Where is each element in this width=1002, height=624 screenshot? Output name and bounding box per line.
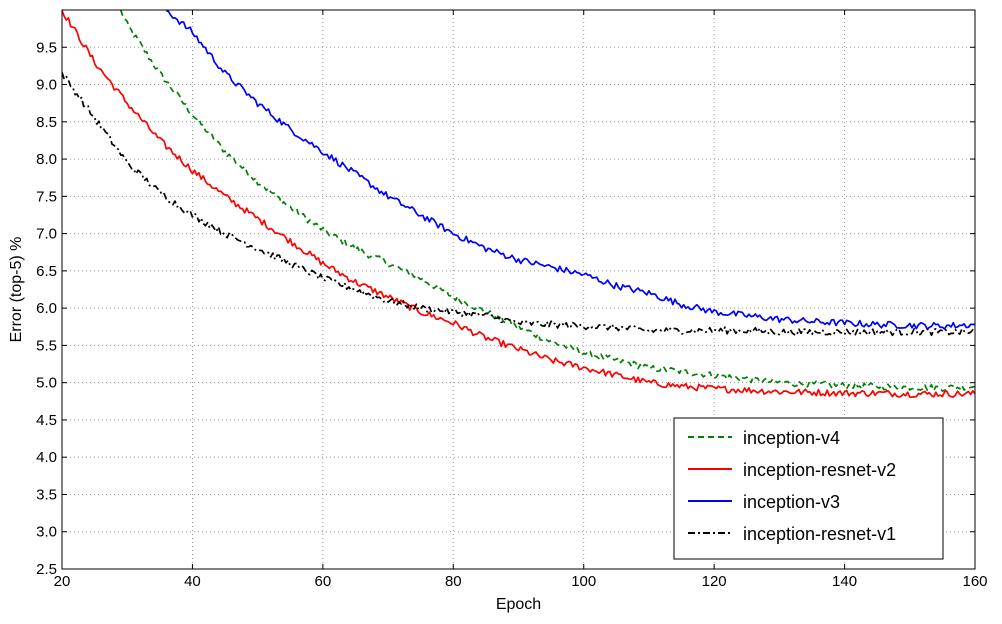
legend-label: inception-v4 — [743, 428, 840, 448]
y-tick-label: 7.0 — [36, 226, 57, 243]
series-line-inception-v4 — [119, 10, 975, 392]
x-tick-label: 40 — [184, 573, 201, 590]
legend-box — [673, 417, 944, 560]
y-tick-label: 7.5 — [36, 188, 57, 205]
x-tick-label: 80 — [445, 573, 462, 590]
y-tick-label: 3.0 — [36, 524, 57, 541]
y-tick-label: 4.0 — [36, 449, 57, 466]
series-line-inception-v3 — [166, 10, 975, 330]
axis-ticks: 20 40 60 80 100 120 140 160 2.5 3.0 3.5 4.0 4.5 5.0 5.… — [36, 10, 988, 590]
grid — [62, 10, 975, 569]
y-tick-label: 9.0 — [36, 77, 57, 94]
y-axis-label: Error (top-5) % — [8, 237, 25, 343]
y-tick-label: 9.5 — [36, 39, 57, 56]
x-tick-label: 140 — [832, 573, 857, 590]
plot-frame — [61, 9, 976, 570]
y-tick-label: 8.5 — [36, 114, 57, 131]
legend-label: inception-resnet-v2 — [743, 460, 896, 480]
x-axis-label: Epoch — [496, 596, 541, 613]
plot-lines — [62, 10, 975, 399]
y-tick-label: 2.5 — [36, 561, 57, 578]
y-tick-label: 4.5 — [36, 412, 57, 429]
x-tick-label: 160 — [962, 573, 987, 590]
y-tick-label: 5.5 — [36, 337, 57, 354]
y-tick-label: 8.0 — [36, 151, 57, 168]
legend: inception-v4 inception-resnet-v2 inception… — [673, 417, 944, 560]
legend-label: inception-v3 — [743, 492, 840, 512]
y-tick-label: 6.0 — [36, 300, 57, 317]
y-tick-label: 5.0 — [36, 375, 57, 392]
legend-label: inception-resnet-v1 — [743, 524, 896, 544]
x-tick-label: 100 — [571, 573, 596, 590]
x-tick-label: 60 — [315, 573, 332, 590]
y-tick-label: 3.5 — [36, 486, 57, 503]
x-tick-label: 120 — [702, 573, 727, 590]
x-tick-label: 20 — [54, 573, 71, 590]
series-line-inception-resnet-v1 — [62, 72, 975, 337]
series-line-inception-resnet-v2 — [62, 10, 975, 399]
y-tick-label: 6.5 — [36, 263, 57, 280]
